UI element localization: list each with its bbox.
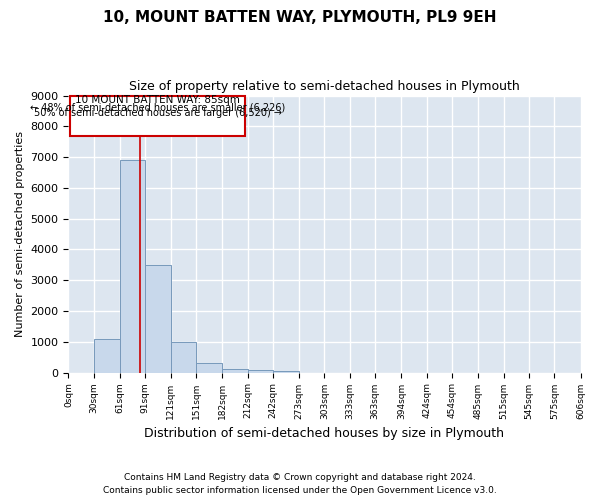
Text: 50% of semi-detached houses are larger (6,520) →: 50% of semi-detached houses are larger (… (34, 108, 281, 118)
Text: ← 48% of semi-detached houses are smaller (6,226): ← 48% of semi-detached houses are smalle… (30, 102, 285, 113)
Y-axis label: Number of semi-detached properties: Number of semi-detached properties (15, 131, 25, 337)
Bar (94, 338, 120, 372)
X-axis label: Distribution of semi-detached houses by size in Plymouth: Distribution of semi-detached houses by … (145, 427, 505, 440)
Bar (170, 342, 196, 372)
Text: Contains HM Land Registry data © Crown copyright and database right 2024.
Contai: Contains HM Land Registry data © Crown c… (103, 473, 497, 495)
Bar (273, 370, 299, 372)
Bar (145, 265, 170, 372)
Bar (222, 368, 248, 372)
Title: Size of property relative to semi-detached houses in Plymouth: Size of property relative to semi-detach… (129, 80, 520, 93)
Text: 10, MOUNT BATTEN WAY, PLYMOUTH, PL9 9EH: 10, MOUNT BATTEN WAY, PLYMOUTH, PL9 9EH (103, 10, 497, 25)
Bar (248, 370, 273, 372)
Bar (120, 160, 145, 372)
Text: 10 MOUNT BATTEN WAY: 85sqm: 10 MOUNT BATTEN WAY: 85sqm (75, 96, 240, 106)
Bar (196, 364, 222, 372)
Bar (70, 96, 245, 136)
